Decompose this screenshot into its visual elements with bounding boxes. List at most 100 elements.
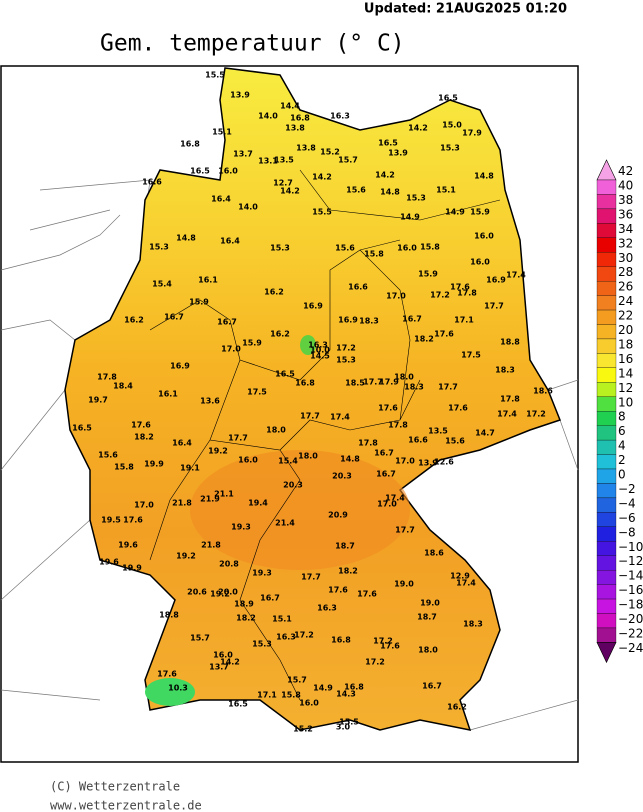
station-value: 14.8: [380, 188, 400, 197]
colorbar-cell: [596, 439, 617, 455]
station-value: 16.0: [213, 651, 233, 660]
colorbar-cap: [596, 159, 617, 181]
station-value: 17.5: [461, 351, 481, 360]
station-value: 18.5: [345, 379, 365, 388]
station-value: 13.8: [285, 124, 305, 133]
station-value: 16.7: [376, 470, 396, 479]
station-value: 17.6: [450, 283, 470, 292]
station-value: 13.6: [200, 397, 220, 406]
station-value: 17.6: [357, 590, 377, 599]
copyright: (C) Wetterzentrale: [50, 780, 180, 794]
station-value: 15.8: [364, 250, 384, 259]
updated-time: Updated: 21AUG2025 01:20: [364, 2, 567, 17]
station-value: 18.2: [236, 614, 256, 623]
station-value: 16.2: [124, 316, 144, 325]
colorbar-label: 18: [618, 337, 633, 351]
colorbar-cell: [596, 425, 617, 441]
station-value: 13.9: [388, 149, 408, 158]
station-value: 15.6: [346, 186, 366, 195]
station-value: 14.2: [408, 124, 428, 133]
station-value: 17.8: [500, 395, 520, 404]
station-value: 17.7: [484, 302, 504, 311]
station-value: 17.8: [97, 373, 117, 382]
station-value: 18.6: [424, 549, 444, 558]
colorbar-cell: [596, 252, 617, 267]
station-value: 18.3: [495, 366, 515, 375]
station-value: 16.5: [190, 167, 210, 176]
station-value: 15.6: [98, 451, 118, 460]
colorbar-label: 26: [618, 280, 633, 294]
station-value: 16.8: [344, 683, 364, 692]
colorbar-cell: [596, 598, 617, 614]
station-value: 18.0: [418, 646, 438, 655]
station-value: 18.0: [394, 373, 414, 382]
station-value: 16.6: [408, 436, 428, 445]
station-value: 15.6: [335, 244, 355, 253]
station-value: 21.1: [214, 490, 234, 499]
colorbar-label: 12: [618, 381, 633, 395]
station-value: 12.6: [434, 458, 454, 467]
station-value: 16.5: [438, 94, 458, 103]
station-value: 15.1: [212, 128, 232, 137]
station-value: 13.5: [428, 427, 448, 436]
station-value: 16.4: [172, 439, 192, 448]
station-value: 15.3: [252, 640, 272, 649]
station-value: 17.6: [380, 642, 400, 651]
station-value: 20.8: [219, 560, 239, 569]
colorbar-label: 38: [618, 193, 633, 207]
station-value: 15.9: [470, 208, 490, 217]
station-value: 14.2: [375, 171, 395, 180]
station-value: 16.7: [260, 594, 280, 603]
station-value: 17.2: [430, 291, 450, 300]
colorbar-cell: [596, 237, 617, 253]
station-value: 17.7: [438, 383, 458, 392]
station-value: 16.9: [338, 316, 358, 325]
station-value: 15.3: [406, 194, 426, 203]
colorbar-label: −12: [618, 554, 643, 568]
station-value: 17.7: [228, 434, 248, 443]
station-value: 17.0: [377, 500, 397, 509]
station-value: 20.6: [187, 588, 207, 597]
station-value: 21.4: [275, 519, 295, 528]
colorbar-label: 20: [618, 323, 633, 337]
station-value: 10.3: [168, 684, 188, 693]
station-value: 18.2: [338, 567, 358, 576]
station-value: 17.6: [131, 421, 151, 430]
station-value: 15.3: [440, 144, 460, 153]
neighbor-borders: [0, 179, 579, 731]
cool-spot: [300, 335, 316, 355]
station-value: 16.0: [299, 699, 319, 708]
station-value: 15.1: [436, 186, 456, 195]
colorbar-cell: [596, 309, 617, 325]
colorbar-cell: [596, 367, 617, 383]
station-value: 14.8: [340, 455, 360, 464]
station-value: 14.2: [312, 173, 332, 182]
station-value: 18.2: [414, 335, 434, 344]
station-value: 16.4: [220, 237, 240, 246]
cool-spot: [145, 678, 195, 706]
station-value: 19.9: [144, 460, 164, 469]
colorbar-label: 30: [618, 251, 633, 265]
colorbar-label: 4: [618, 439, 626, 453]
station-value: 15.0: [442, 121, 462, 130]
station-value: 13.5: [274, 156, 294, 165]
colorbar-label: 40: [618, 179, 633, 193]
station-value: 16.4: [211, 195, 231, 204]
station-value: 17.4: [385, 494, 405, 503]
station-value: 3.0: [336, 723, 351, 732]
station-value: 17.7: [300, 412, 320, 421]
station-value: 17.8: [457, 289, 477, 298]
colorbar-label: 8: [618, 410, 626, 424]
station-value: 16.5: [275, 370, 295, 379]
station-value: 16.0: [397, 244, 417, 253]
station-value: 15.7: [287, 676, 307, 685]
colorbar-label: −8: [618, 525, 636, 539]
station-value: 18.6: [533, 387, 553, 396]
station-value: 14.5: [310, 352, 330, 361]
station-value: 17.0: [395, 457, 415, 466]
station-value: 16.9: [170, 362, 190, 371]
colorbar-label: 42: [618, 164, 633, 178]
station-value: 19.2: [208, 447, 228, 456]
station-value: 14.8: [474, 172, 494, 181]
colorbar-cell: [596, 179, 617, 195]
